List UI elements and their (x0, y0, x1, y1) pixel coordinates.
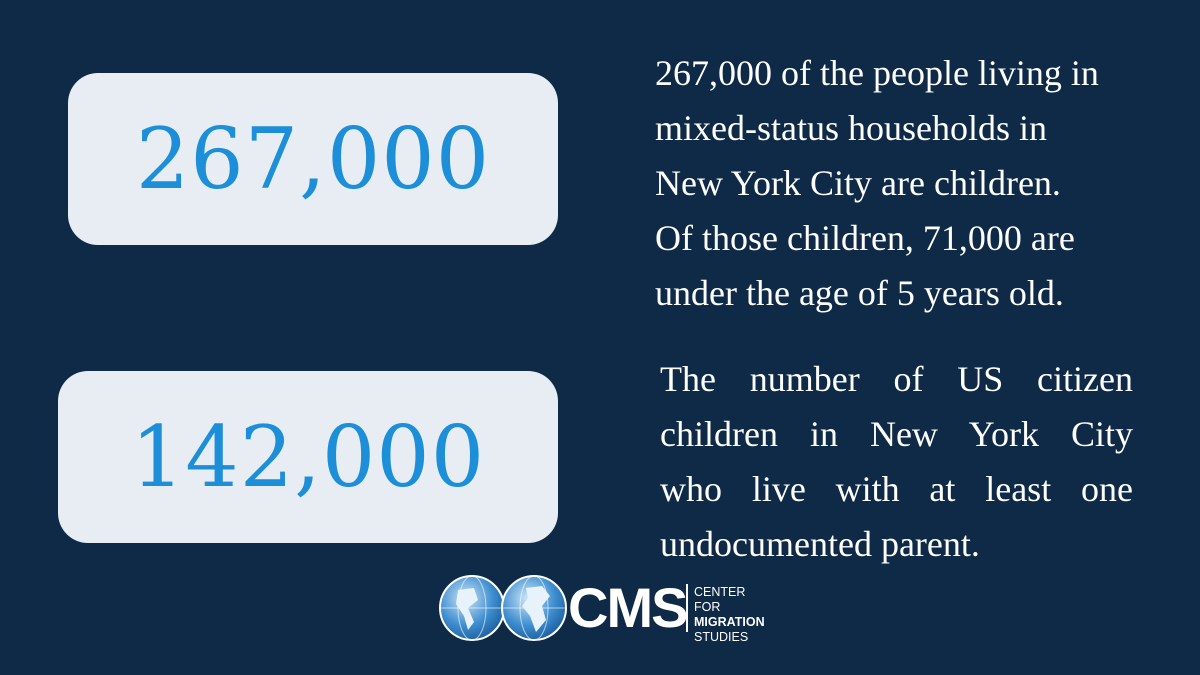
globe (439, 575, 505, 641)
stat-description: The number of US citizen children in New… (660, 352, 1133, 572)
logo-line: CENTER FOR (694, 585, 746, 614)
stat-number: 142,000 (130, 408, 486, 506)
stat-card: 142,000 (58, 371, 558, 543)
text-line: mixed-status households in (655, 108, 1047, 148)
logo: CMS CENTER FOR MIGRATION STUDIES (438, 572, 768, 644)
text-line: children in New York City (660, 414, 1133, 454)
logo-line: MIGRATION (694, 615, 765, 629)
divider (686, 584, 688, 632)
text-line: 267,000 of the people living in (655, 53, 1099, 93)
stat-number: 267,000 (135, 110, 491, 208)
text-line: who live with at least one (660, 469, 1133, 509)
logo-acronym: CMS (568, 576, 688, 639)
text-line: The number of US citizen (660, 359, 1133, 399)
globes (439, 575, 567, 641)
text-line: under the age of 5 years old. (655, 273, 1064, 313)
text-line: New York City are children. (655, 163, 1061, 203)
text-line: undocumented parent. (660, 524, 980, 564)
stat-card: 267,000 (68, 73, 558, 245)
logo-name: CENTER FOR MIGRATION STUDIES (694, 585, 768, 645)
globe (501, 575, 567, 641)
stat-description: 267,000 of the people living in mixed-st… (655, 46, 1099, 321)
logo-line: STUDIES (694, 630, 749, 644)
text-line: Of those children, 71,000 are (655, 218, 1075, 258)
